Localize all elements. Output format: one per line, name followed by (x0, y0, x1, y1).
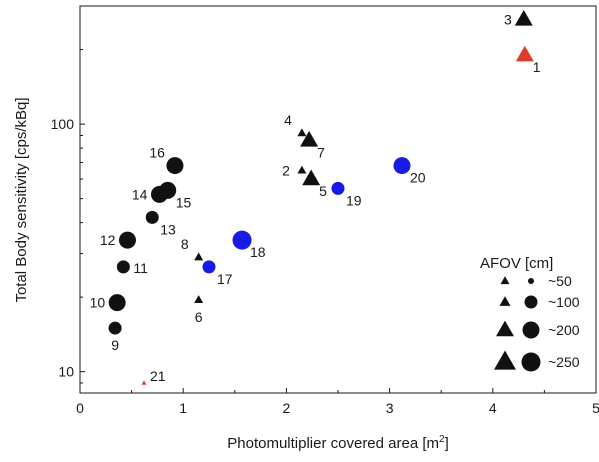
legend-label: ~100 (548, 294, 580, 310)
y-axis: 10 100 (51, 5, 85, 384)
point-label-19: 19 (346, 192, 362, 208)
circle-marker-10 (108, 294, 126, 312)
triangle-marker-6 (194, 295, 204, 303)
point-label-12: 12 (100, 232, 116, 248)
legend-circle-icon (522, 321, 540, 339)
circle-marker-15 (159, 181, 177, 199)
x-tick-label: 1 (179, 400, 187, 416)
point-label-7: 7 (317, 144, 325, 160)
point-label-9: 9 (111, 337, 119, 353)
x-tick-label: 5 (592, 400, 599, 416)
legend-entry: ~100 (499, 294, 580, 310)
y-axis-title: Total Body sensitivity [cps/kBq] (13, 97, 30, 302)
point-label-21: 21 (150, 368, 166, 384)
point-label-5: 5 (319, 183, 327, 199)
legend-entry: ~50 (500, 273, 572, 289)
y-tick-label: 10 (58, 364, 74, 380)
point-label-6: 6 (195, 309, 203, 325)
point-label-10: 10 (90, 295, 106, 311)
legend-entries: ~50 ~100 ~200 ~250 (494, 273, 580, 372)
circle-marker-13 (145, 210, 159, 224)
x-axis-title: Photomultiplier covered area [m2] (227, 434, 449, 452)
point-label-8: 8 (181, 236, 189, 252)
point-label-13: 13 (160, 221, 176, 237)
triangle-marker-1 (515, 45, 534, 62)
x-axis-title-suffix: ] (445, 435, 449, 452)
circle-marker-16 (166, 157, 184, 175)
circle-marker-19 (331, 181, 345, 195)
legend-title: AFOV [cm] (480, 255, 553, 272)
triangle-marker-4 (297, 128, 307, 137)
circle-marker-18 (232, 230, 252, 250)
y-tick-label: 100 (51, 116, 75, 132)
legend-circle-icon (524, 295, 538, 309)
legend-triangle-icon (494, 350, 516, 370)
point-label-20: 20 (410, 170, 426, 186)
triangle-marker-3 (514, 9, 533, 26)
circle-marker-12 (118, 231, 136, 249)
legend-triangle-icon (499, 296, 511, 306)
legend-label: ~250 (548, 354, 580, 370)
x-axis: 0 1 2 3 4 5 (76, 388, 599, 416)
x-axis-title-main: Photomultiplier covered area [m (227, 435, 439, 452)
x-tick-label: 0 (76, 400, 84, 416)
triangle-marker-7 (300, 130, 319, 147)
circle-marker-9 (108, 321, 122, 335)
legend-entry: ~200 (496, 320, 580, 339)
point-label-14: 14 (132, 186, 148, 202)
circle-marker-20 (393, 157, 411, 175)
legend: AFOV [cm] ~50 ~100 ~200 ~250 (480, 255, 580, 372)
triangle-marker-21 (141, 380, 147, 385)
point-label-16: 16 (149, 145, 165, 161)
legend-circle-icon (521, 352, 541, 372)
circle-marker-11 (116, 260, 130, 274)
point-label-2: 2 (282, 162, 290, 178)
legend-label: ~50 (548, 273, 572, 289)
x-tick-label: 2 (283, 400, 291, 416)
legend-circle-icon (528, 278, 534, 284)
x-axis-title-superscript: 2 (439, 434, 445, 445)
triangle-marker-2 (297, 165, 307, 174)
triangle-marker-8 (194, 252, 204, 261)
point-label-11: 11 (133, 260, 148, 276)
legend-label: ~200 (548, 322, 580, 338)
point-label-18: 18 (250, 244, 266, 260)
point-label-4: 4 (284, 112, 292, 128)
circle-marker-17 (202, 260, 216, 274)
data-points (108, 9, 534, 385)
x-tick-label: 3 (386, 400, 394, 416)
triangle-marker-5 (302, 169, 321, 186)
legend-entry: ~250 (494, 350, 580, 372)
x-tick-label: 4 (489, 400, 497, 416)
legend-triangle-icon (500, 276, 510, 285)
point-label-3: 3 (504, 11, 512, 27)
legend-triangle-icon (496, 320, 514, 337)
point-label-1: 1 (533, 59, 541, 75)
point-label-17: 17 (217, 271, 233, 287)
point-label-15: 15 (176, 194, 192, 210)
